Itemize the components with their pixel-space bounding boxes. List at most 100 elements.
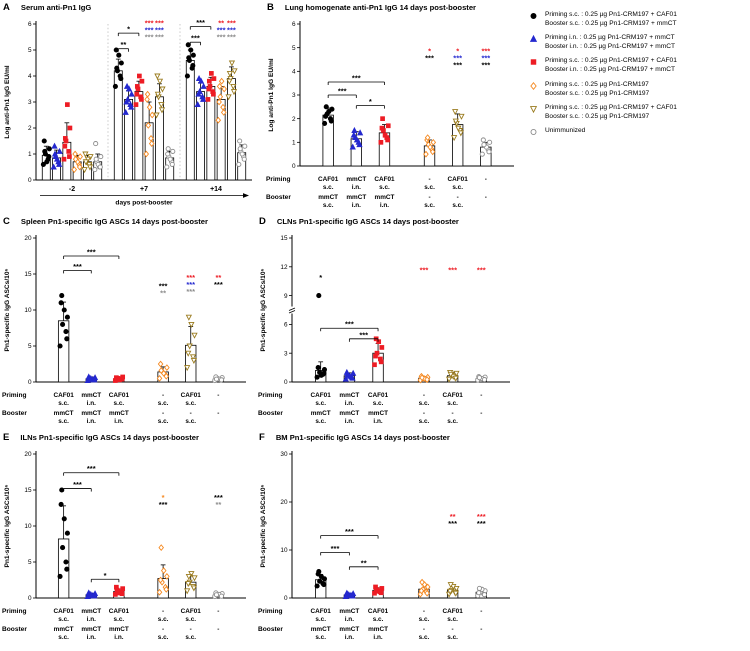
legend-line: Booster i.n. : 0.25 µg Pn1-CRM197 + mmCT	[545, 66, 676, 74]
circle-marker	[64, 314, 70, 320]
booster-route: s.c.	[323, 202, 334, 209]
diamond-marker	[156, 588, 163, 596]
legend-entry: Priming i.n. : 0.25 µg Pn1-CRM197 + mmCT…	[527, 33, 749, 51]
priming-label: CAF01	[443, 608, 464, 615]
priming-route: i.n.	[352, 184, 361, 191]
sig-label: ***	[87, 464, 96, 473]
panel-E: E ILNs Pn1-specific IgG ASCs 14 days pos…	[0, 430, 256, 651]
circle-marker	[486, 149, 492, 155]
booster-route: i.n.	[373, 634, 382, 641]
panel-head: E ILNs Pn1-specific IgG ASCs 14 days pos…	[0, 430, 256, 446]
triangle-down-marker	[190, 357, 198, 364]
triangle-up-marker	[123, 82, 131, 89]
triangle-up-marker	[127, 103, 135, 110]
circle-marker	[164, 164, 170, 170]
booster-label: -	[452, 410, 454, 417]
booster-route: i.n.	[87, 418, 96, 425]
diamond-marker	[419, 374, 425, 382]
sig-label: ***	[87, 248, 96, 257]
triangle-down-marker	[445, 376, 453, 383]
triangle-down-marker	[191, 332, 198, 339]
square-marker	[114, 376, 120, 381]
booster-route: s.c.	[419, 634, 430, 641]
sig-stars: **	[450, 512, 456, 521]
y-tick-label: 10	[24, 523, 32, 530]
priming-row-header: Priming	[258, 608, 283, 615]
y-tick-label: 5	[28, 343, 32, 350]
triangle-up-marker	[91, 376, 98, 383]
y-tick-label: 3	[28, 99, 32, 106]
y-tick-label: 3	[284, 350, 288, 357]
y-tick-label: 30	[280, 451, 288, 458]
priming-route: s.c.	[315, 400, 326, 407]
diamond-marker	[427, 143, 433, 151]
triangle-down-marker	[453, 370, 460, 377]
booster-route: i.n.	[380, 202, 389, 209]
circle-marker	[236, 161, 242, 167]
circle-marker	[165, 146, 171, 152]
circle-marker	[61, 307, 67, 313]
diamond-marker	[76, 163, 83, 171]
y-axis-label: Log anti-Pn1 IgG EU/ml	[268, 58, 275, 131]
priming-label: -	[162, 608, 164, 615]
diamond-marker	[143, 150, 150, 158]
priming-label: CAF01	[109, 608, 130, 615]
y-tick-label: 15	[24, 487, 32, 494]
booster-route: s.c.	[58, 418, 69, 425]
triangle-up-marker	[353, 136, 361, 143]
booster-label: mmCT	[81, 410, 101, 417]
booster-label: -	[162, 410, 164, 417]
booster-label: -	[423, 410, 425, 417]
priming-row-header: Priming	[2, 608, 27, 615]
circle-marker	[58, 501, 64, 507]
booster-label: -	[428, 194, 430, 201]
booster-label: -	[217, 410, 219, 417]
y-tick-label: 5	[28, 47, 32, 54]
sig-stars: **	[215, 500, 221, 509]
sig-stars: ***	[145, 25, 154, 34]
circle-marker	[479, 151, 485, 157]
booster-route: s.c.	[452, 202, 463, 209]
triangle-down-marker	[82, 159, 90, 166]
diamond-marker	[144, 95, 150, 103]
panel-letter: A	[3, 2, 10, 13]
triangle-down-marker	[191, 575, 198, 582]
triangle-up-marker	[55, 160, 63, 167]
diamond-marker	[148, 140, 155, 148]
triangle-down-marker	[226, 78, 233, 85]
legend-triangle-up-icon	[529, 35, 538, 43]
legend-line: Priming s.c. : 0.25 µg Pn1-CRM197 + CAF0…	[545, 57, 677, 65]
y-tick-label: 0	[28, 177, 32, 184]
x-tick-label: -2	[69, 186, 75, 193]
triangle-down-marker	[230, 89, 238, 96]
booster-row-header: Booster	[266, 194, 291, 201]
y-tick-label: 12	[280, 264, 288, 271]
circle-marker	[64, 336, 70, 342]
diamond-marker	[145, 121, 152, 129]
panel-title: CLNs Pn1-specific IgG ASCs 14 days post-…	[276, 217, 459, 226]
diamond-marker	[216, 98, 222, 106]
priming-route: s.c.	[373, 616, 384, 623]
y-tick-label: 0	[284, 379, 288, 386]
circle-marker	[93, 141, 99, 147]
legend-entry-text: Unimmunized	[545, 126, 585, 135]
panel-A: A Serum anti-Pn1 IgG 0 1 2 3 4 5 6 Log anti-Pn1…	[0, 0, 262, 219]
triangle-down-marker	[450, 135, 458, 142]
square-marker	[62, 136, 68, 141]
square-marker	[379, 586, 385, 591]
sig-stars: ***	[217, 25, 226, 34]
circle-marker	[316, 569, 322, 575]
priming-route: s.c.	[419, 400, 430, 407]
legend-line: Booster s.c. : 0.25 µg Pn1-CRM197	[545, 112, 650, 120]
priming-label: mmCT	[339, 392, 359, 399]
booster-label: -	[190, 410, 192, 417]
triangle-down-marker	[529, 105, 538, 113]
priming-route: s.c.	[379, 184, 390, 191]
booster-label: -	[190, 626, 192, 633]
y-tick-label: 20	[24, 451, 32, 458]
circle-marker	[480, 137, 486, 143]
booster-label: mmCT	[368, 410, 388, 417]
circle-marker	[93, 156, 99, 162]
booster-route: s.c.	[58, 634, 69, 641]
serum-igg-chart: 0 1 2 3 4 5 6 Log anti-Pn1 IgG EU/ml -2 +7 +14 days…	[4, 18, 252, 207]
